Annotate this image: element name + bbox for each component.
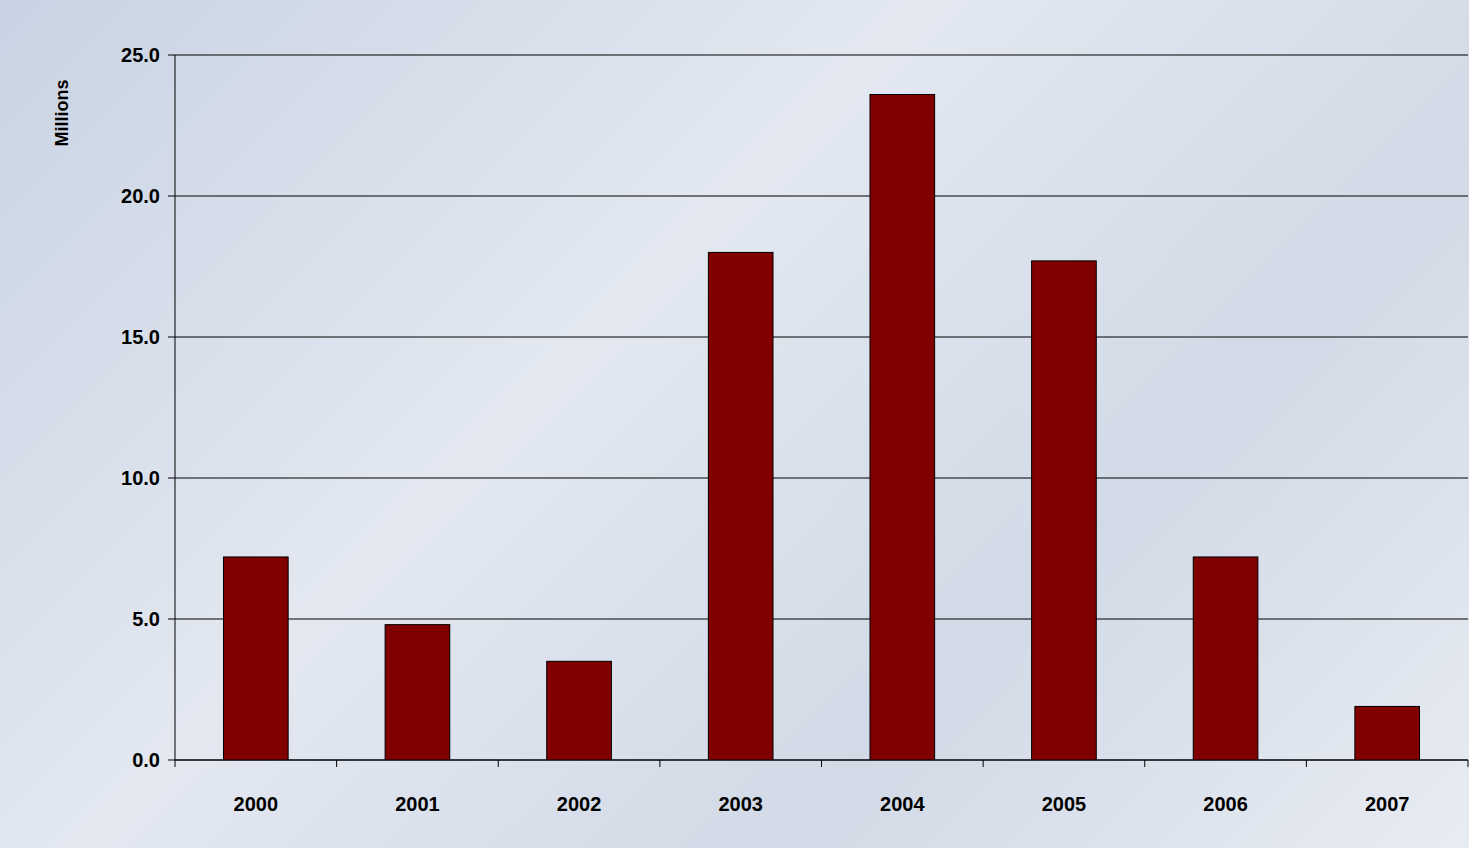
x-tick — [1306, 760, 1307, 767]
grid-line — [175, 55, 1468, 56]
y-tick-label: 0.0 — [132, 749, 160, 771]
y-tick — [168, 337, 175, 338]
grid-line — [175, 619, 1468, 620]
bar — [385, 625, 450, 760]
chart: 0.0 5.0 10.0 15.0 20.0 25.0 2000 2001 2002 2003 20… — [0, 0, 1469, 848]
y-axis-label: Millions — [52, 80, 72, 147]
y-tick-label: 5.0 — [132, 608, 160, 630]
y-tick — [168, 55, 175, 56]
bar — [223, 557, 288, 760]
x-tick-label: 2006 — [1203, 793, 1248, 815]
y-tick — [168, 760, 175, 761]
y-tick-label: 25.0 — [121, 44, 160, 66]
bar — [870, 94, 935, 760]
x-tick — [659, 760, 660, 767]
bars — [223, 94, 1419, 760]
y-tick — [168, 196, 175, 197]
bar — [708, 252, 773, 760]
x-tick — [498, 760, 499, 767]
x-tick — [983, 760, 984, 767]
y-tick — [168, 619, 175, 620]
x-tick-label: 2004 — [880, 793, 925, 815]
grid-line — [175, 196, 1468, 197]
grid-line — [175, 478, 1468, 479]
y-tick-label: 15.0 — [121, 326, 160, 348]
x-tick-label: 2003 — [718, 793, 763, 815]
x-tick-label: 2005 — [1042, 793, 1087, 815]
y-axis — [175, 55, 176, 760]
x-tick — [821, 760, 822, 767]
x-tick — [1144, 760, 1145, 767]
y-tick-label: 10.0 — [121, 467, 160, 489]
grid-line — [175, 337, 1468, 338]
x-tick-label: 2002 — [557, 793, 602, 815]
y-tick-label: 20.0 — [121, 185, 160, 207]
bar — [1355, 706, 1420, 760]
x-tick-label: 2001 — [395, 793, 440, 815]
x-tick-label: 2007 — [1365, 793, 1410, 815]
bar — [1032, 261, 1097, 760]
x-tick — [175, 760, 176, 767]
x-tick — [1468, 760, 1469, 767]
bar — [1193, 557, 1258, 760]
y-tick — [168, 478, 175, 479]
x-tick-label: 2000 — [234, 793, 279, 815]
bar — [547, 661, 612, 760]
x-tick — [336, 760, 337, 767]
